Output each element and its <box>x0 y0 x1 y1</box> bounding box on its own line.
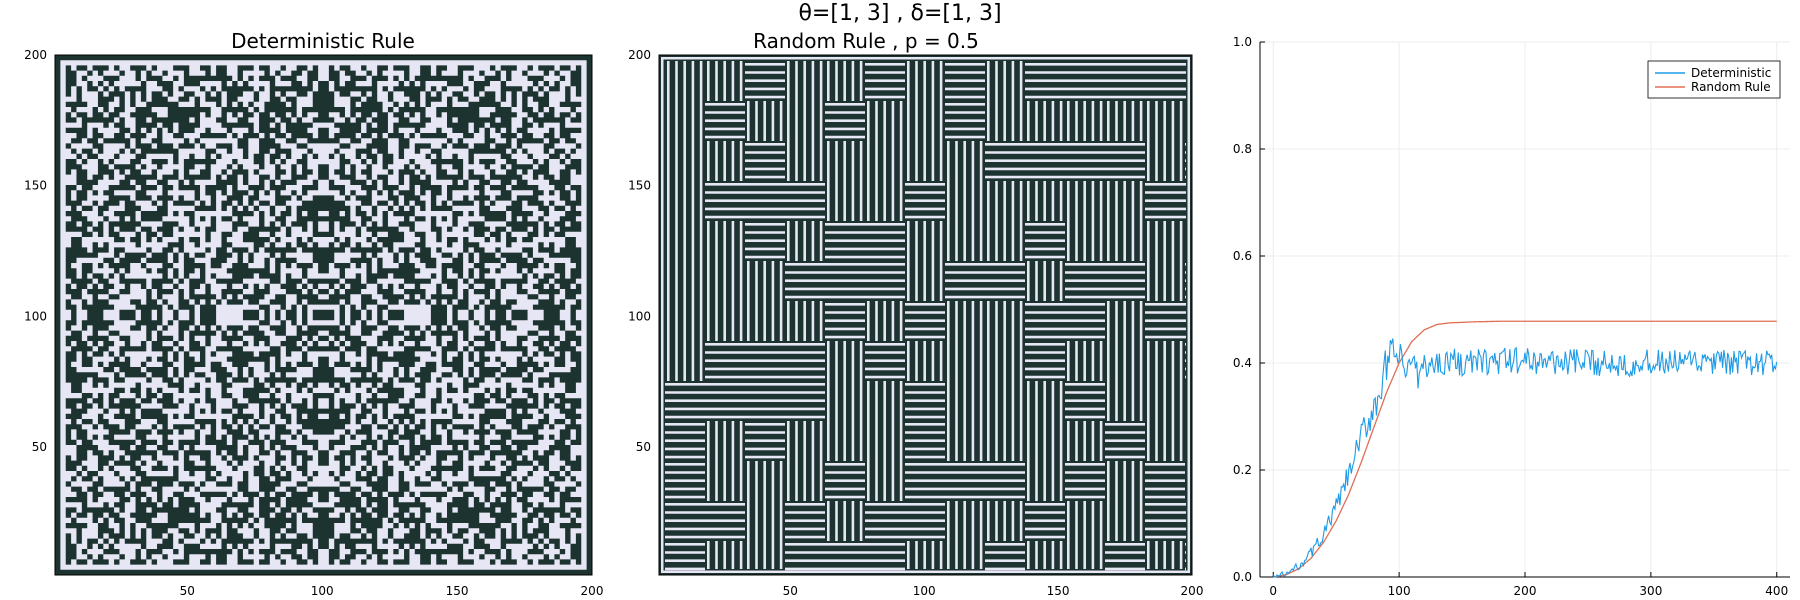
heatmap1-ytick-label: 150 <box>24 179 47 193</box>
deterministic-heatmap-frame <box>54 54 593 576</box>
heatmap2-xtick-label: 200 <box>1181 584 1204 598</box>
deterministic-heatmap-cells <box>55 55 592 575</box>
heatmap2-ytick-label: 50 <box>636 440 651 454</box>
line-chart-ytick-label: 0.0 <box>1233 570 1252 584</box>
deterministic-heatmap-axes: 50 100 150 200 50 100 150 200 <box>24 48 603 598</box>
legend-label-random: Random Rule <box>1691 80 1771 94</box>
line-chart-ytick-label: 0.6 <box>1233 249 1252 263</box>
line-chart-xtick-label: 300 <box>1639 584 1662 598</box>
line-chart-ytick-label: 1.0 <box>1233 35 1252 49</box>
heatmap2-ytick-label: 200 <box>628 48 651 62</box>
random-heatmap-cells <box>659 55 1192 575</box>
heatmap1-xtick-label: 50 <box>180 584 195 598</box>
random-heatmap-axes: 50 100 150 200 50 100 150 200 <box>628 48 1203 598</box>
line-chart-ytick-label: 0.2 <box>1233 463 1252 477</box>
heatmap1-xtick-label: 150 <box>446 584 469 598</box>
line-chart-ytick-label: 0.8 <box>1233 142 1252 156</box>
heatmap2-xtick-label: 150 <box>1047 584 1070 598</box>
series-deterministic-line <box>1272 338 1778 578</box>
heatmap1-xtick-label: 200 <box>581 584 604 598</box>
heatmap2-ytick-label: 100 <box>628 309 651 323</box>
line-chart-xtick-label: 100 <box>1388 584 1411 598</box>
heatmap2-xtick-label: 50 <box>783 584 798 598</box>
line-chart-axes: 0 100 200 300 400 0.0 0.2 0.4 0.6 0.8 1.0 <box>1233 35 1790 598</box>
heatmap2-ytick-label: 150 <box>628 179 651 193</box>
series-random-rule-line <box>1273 320 1777 578</box>
heatmap2-xtick-label: 100 <box>913 584 936 598</box>
heatmap1-ytick-label: 50 <box>32 440 47 454</box>
line-chart-xtick-label: 400 <box>1765 584 1788 598</box>
heatmap1-light-cells <box>60 60 587 570</box>
deterministic-heatmap-panel: Deterministic Rule 50 100 150 200 50 100 150 20… <box>24 29 603 598</box>
deterministic-heatmap-title: Deterministic Rule <box>231 29 415 53</box>
heatmap2-light-stripes <box>661 57 1190 573</box>
line-chart-ytick-label: 0.4 <box>1233 356 1252 370</box>
heatmap1-xtick-label: 100 <box>311 584 334 598</box>
line-chart-series <box>1272 320 1778 578</box>
random-heatmap-frame <box>658 54 1193 576</box>
line-chart-legend: Deterministic Random Rule <box>1647 60 1781 99</box>
legend-box <box>1647 60 1781 99</box>
heatmap1-ytick-label: 100 <box>24 309 47 323</box>
line-chart-xtick-label: 0 <box>1269 584 1277 598</box>
fraction-line-chart-panel: 0 100 200 300 400 0.0 0.2 0.4 0.6 0.8 1.0 Determin… <box>1233 35 1790 598</box>
heatmap1-ytick-label: 200 <box>24 48 47 62</box>
legend-label-deterministic: Deterministic <box>1691 66 1771 80</box>
random-heatmap-title: Random Rule , p = 0.5 <box>753 29 979 53</box>
random-heatmap-panel: Random Rule , p = 0.5 50 100 150 200 50 100 15… <box>628 29 1203 598</box>
line-chart-xtick-label: 200 <box>1514 584 1537 598</box>
figure-suptitle: θ=[1, 3] , δ=[1, 3] <box>798 1 1001 26</box>
